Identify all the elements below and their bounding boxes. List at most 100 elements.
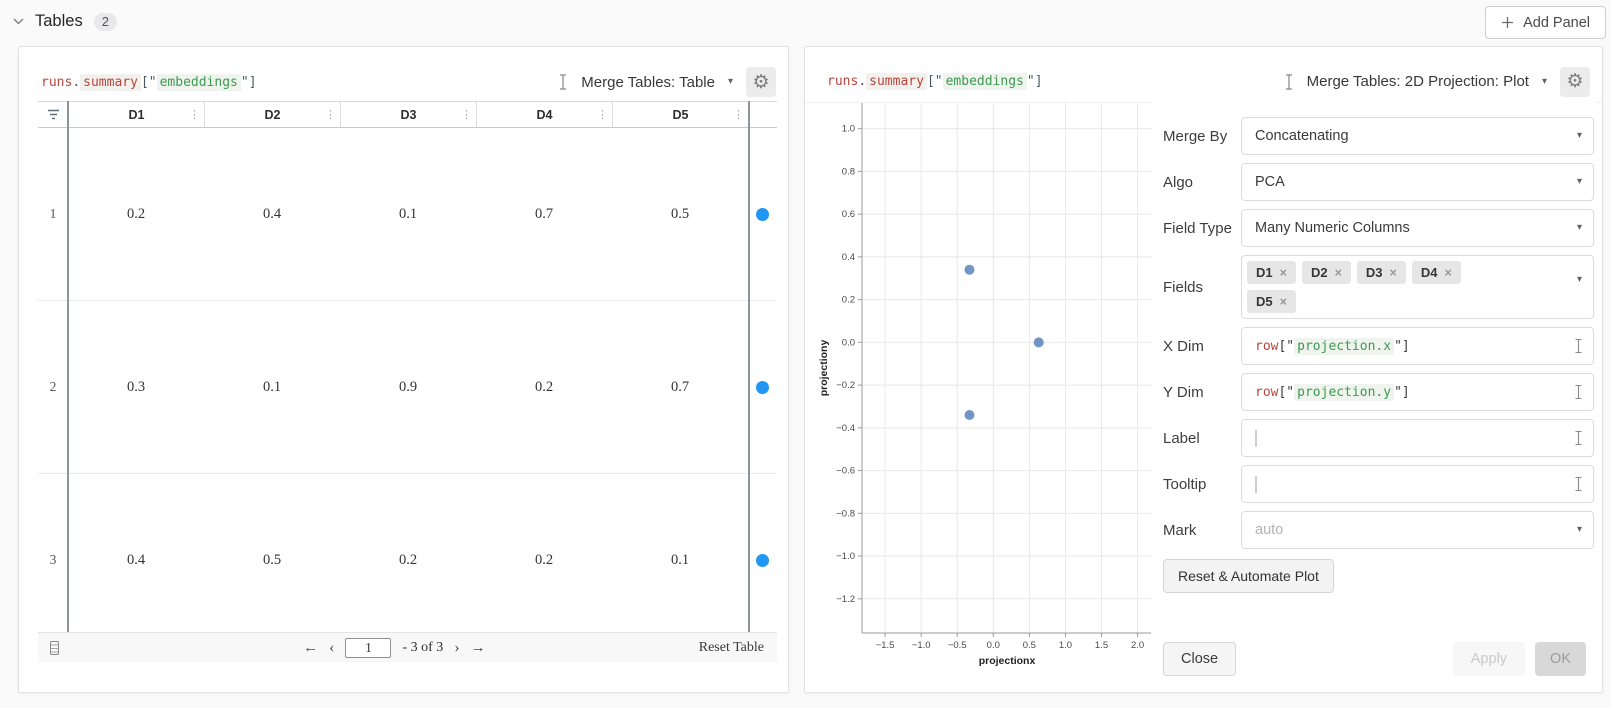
row-color-dot	[756, 553, 769, 567]
row-index: 2	[49, 379, 57, 394]
caret-down-icon: ▾	[1576, 524, 1582, 535]
remove-icon[interactable]: ×	[1444, 265, 1452, 280]
chips-wrap: D1 × D2 × D3 × D4 × D5 ×	[1247, 261, 1487, 313]
ibeam-cursor-icon	[1574, 430, 1583, 446]
algo-select[interactable]: PCA ▾	[1241, 163, 1594, 201]
caret-down-icon: ▾	[1541, 75, 1547, 87]
chevron-down-icon[interactable]	[13, 18, 24, 25]
field-chip-label: D1	[1256, 265, 1273, 280]
field-chip-D3: D3 ×	[1356, 261, 1406, 284]
column-header-label: D2	[264, 107, 281, 122]
column-menu-icon[interactable]: ⋮	[597, 109, 608, 121]
apply-button[interactable]: Apply	[1452, 642, 1526, 676]
y-dim-label: Y Dim	[1163, 383, 1204, 401]
page-input[interactable]	[345, 637, 392, 658]
svg-text:−1.2: −1.2	[836, 594, 855, 605]
close-button[interactable]: Close	[1163, 642, 1237, 676]
column-header-D3[interactable]: D3 ⋮	[340, 102, 476, 127]
table-cell: 0.7	[534, 205, 554, 222]
panel-settings-button[interactable]: ⚙	[746, 67, 776, 97]
svg-text:−0.6: −0.6	[836, 466, 855, 477]
jump-first-page-button[interactable]: ←	[303, 639, 319, 656]
column-menu-icon[interactable]: ⋮	[461, 109, 472, 121]
filter-button[interactable]	[38, 102, 68, 127]
next-page-button[interactable]: ›	[454, 638, 460, 656]
reset-table-button[interactable]: Reset Table	[698, 639, 764, 655]
y-dim-input[interactable]: row[" projection.y "]	[1241, 373, 1594, 411]
ibeam-cursor-icon	[1284, 73, 1294, 90]
field-chip-D2: D2 ×	[1301, 261, 1351, 284]
table-cell: 0.2	[534, 378, 554, 395]
fields-label: Fields	[1163, 278, 1204, 296]
table-cell: 0.2	[398, 551, 418, 568]
page-range-label: - 3 of 3	[402, 639, 444, 655]
field-chip-label: D3	[1365, 265, 1383, 280]
field-type-label: Field Type	[1163, 219, 1232, 237]
x-dim-input[interactable]: row[" projection.x "]	[1241, 327, 1594, 365]
view-selector[interactable]: Merge Tables: Table	[581, 73, 715, 91]
prev-page-button[interactable]: ‹	[329, 638, 335, 656]
field-type-select[interactable]: Many Numeric Columns ▾	[1241, 209, 1594, 247]
x-axis-label: projectionx	[979, 655, 1036, 667]
table-cell: 0.4	[262, 205, 282, 222]
data-point	[1033, 337, 1044, 348]
jump-last-page-button[interactable]: →	[470, 639, 486, 656]
row-index: 3	[49, 552, 57, 567]
column-header-label: D3	[400, 107, 417, 122]
row-dot-cell	[748, 474, 777, 646]
expression-editor[interactable]: runs. summary [" embeddings "]	[827, 73, 1043, 90]
y-axis-label: projectiony	[818, 340, 830, 397]
remove-icon[interactable]: ×	[1279, 294, 1287, 309]
svg-text:−1.5: −1.5	[876, 640, 895, 651]
remove-icon[interactable]: ×	[1389, 265, 1397, 280]
remove-icon[interactable]: ×	[1334, 265, 1342, 280]
add-panel-button[interactable]: Add Panel	[1485, 6, 1606, 39]
table-cell: 0.3	[126, 378, 146, 395]
field-chip-D5: D5 ×	[1247, 290, 1296, 313]
tables-section-header: Tables 2	[13, 12, 117, 31]
svg-text:0.0: 0.0	[987, 640, 1000, 651]
view-selector[interactable]: Merge Tables: 2D Projection: Plot	[1306, 73, 1529, 90]
fields-multiselect[interactable]: D1 × D2 × D3 × D4 × D5 × ▾	[1241, 255, 1594, 319]
tooltip-input[interactable]	[1241, 465, 1594, 503]
svg-text:0.0: 0.0	[842, 337, 855, 348]
remove-icon[interactable]: ×	[1279, 265, 1287, 280]
column-header-D2[interactable]: D2 ⋮	[204, 102, 340, 127]
column-menu-icon[interactable]: ⋮	[189, 109, 200, 121]
data-point	[964, 410, 975, 421]
column-header-label: D4	[536, 107, 553, 122]
columns-icon-button[interactable]	[50, 640, 59, 655]
svg-text:−1.0: −1.0	[912, 640, 931, 651]
column-menu-icon[interactable]: ⋮	[325, 109, 336, 121]
column-header-D1[interactable]: D1 ⋮	[68, 102, 204, 127]
gear-icon: ⚙	[1566, 71, 1584, 92]
row-color-dot	[756, 380, 769, 394]
column-menu-icon[interactable]: ⋮	[733, 109, 744, 121]
expression-editor[interactable]: runs. summary [" embeddings "]	[41, 73, 257, 91]
reset-automate-plot-button[interactable]: Reset & Automate Plot	[1163, 559, 1334, 593]
caret-down-icon: ▾	[1576, 176, 1582, 187]
ibeam-cursor-icon	[1574, 384, 1583, 400]
caret-down-icon: ▾	[1576, 130, 1582, 141]
row-dot-cell	[748, 128, 777, 300]
column-header-label: D1	[128, 107, 145, 122]
column-header-D5[interactable]: D5 ⋮	[612, 102, 748, 127]
text-cursor	[1255, 429, 1257, 447]
column-header-D4[interactable]: D4 ⋮	[476, 102, 612, 127]
ok-button[interactable]: OK	[1535, 642, 1586, 676]
mark-select[interactable]: auto ▾	[1241, 511, 1594, 549]
gear-icon: ⚙	[752, 71, 770, 93]
panel-settings-button[interactable]: ⚙	[1560, 66, 1590, 97]
plus-icon	[1501, 16, 1514, 29]
ibeam-cursor-icon	[1574, 338, 1583, 354]
algo-label: Algo	[1163, 173, 1194, 191]
field-chip-label: D4	[1420, 265, 1438, 280]
merge-by-select[interactable]: Concatenating ▾	[1241, 117, 1594, 155]
pinned-column-divider	[67, 101, 69, 662]
label-input[interactable]	[1241, 419, 1594, 457]
settings-panel: Merge By Concatenating ▾ Algo PCA ▾ Fiel…	[1151, 101, 1596, 686]
table-cell: 0.2	[126, 205, 146, 222]
table-cell: 0.1	[262, 378, 282, 395]
svg-text:0.5: 0.5	[1023, 640, 1036, 651]
table-footer: ← ‹ - 3 of 3 › → Reset Table	[38, 632, 777, 662]
